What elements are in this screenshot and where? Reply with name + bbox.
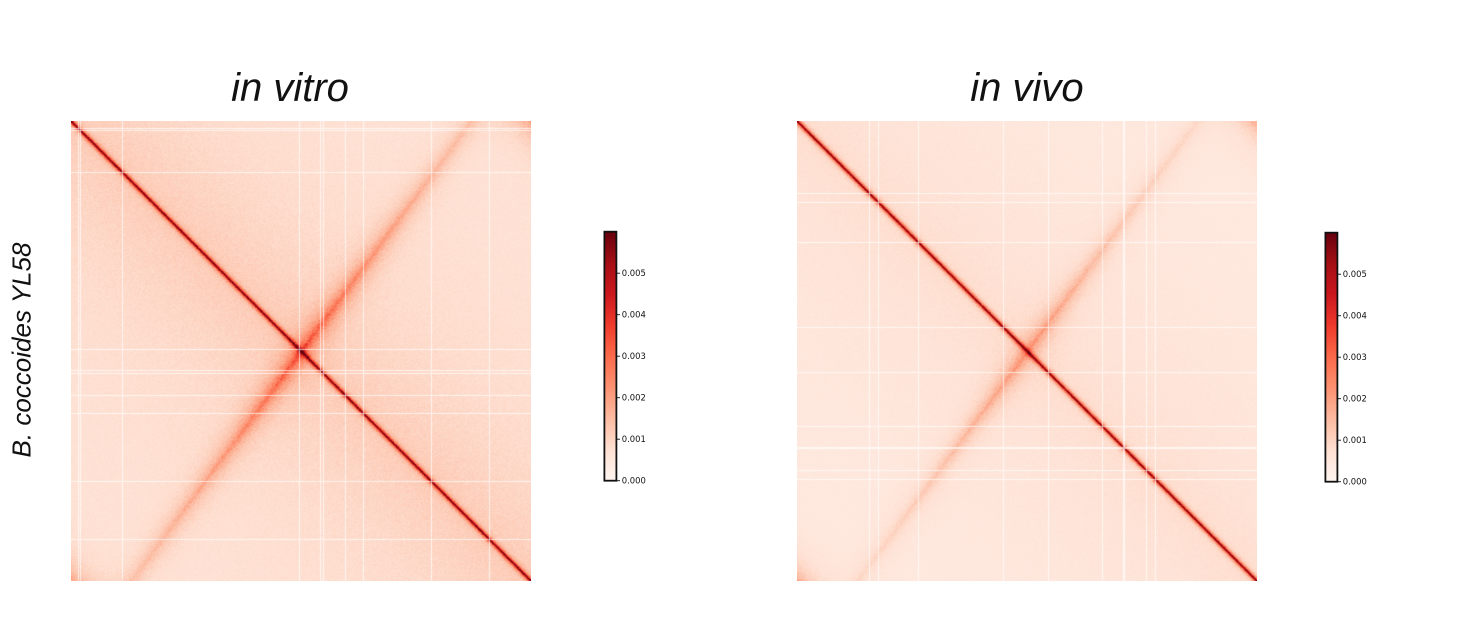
colorbar-gradient — [1324, 231, 1339, 483]
row-label: B. coccoides YL58 — [6, 242, 37, 458]
colorbar-in-vitro: 0.000 0.001 0.002 0.003 0.004 0.005 — [603, 230, 646, 486]
colorbar-gradient — [603, 230, 618, 482]
heatmap-in-vivo — [797, 121, 1257, 581]
panel-title-in-vitro: in vitro — [231, 66, 349, 110]
colorbar-tick-label: 0.002 — [1343, 394, 1367, 404]
colorbar-tick-label: 0.004 — [1343, 311, 1367, 321]
colorbar-tick-label: 0.002 — [622, 393, 646, 403]
heatmap-in-vitro — [71, 121, 531, 581]
colorbar-tick-label: 0.005 — [1343, 269, 1367, 279]
colorbar-tick-label: 0.003 — [622, 351, 646, 361]
colorbar-tick-label: 0.001 — [1343, 435, 1367, 445]
colorbar-tick-label: 0.000 — [622, 476, 646, 486]
colorbar-in-vivo: 0.000 0.001 0.002 0.003 0.004 0.005 — [1324, 231, 1367, 487]
colorbar-tick-label: 0.004 — [622, 310, 646, 320]
colorbar-tick-label: 0.001 — [622, 434, 646, 444]
colorbar-tick-label: 0.003 — [1343, 352, 1367, 362]
colorbar-tick-label: 0.000 — [1343, 477, 1367, 487]
panel-title-in-vivo: in vivo — [970, 66, 1084, 110]
colorbar-tick-label: 0.005 — [622, 268, 646, 278]
